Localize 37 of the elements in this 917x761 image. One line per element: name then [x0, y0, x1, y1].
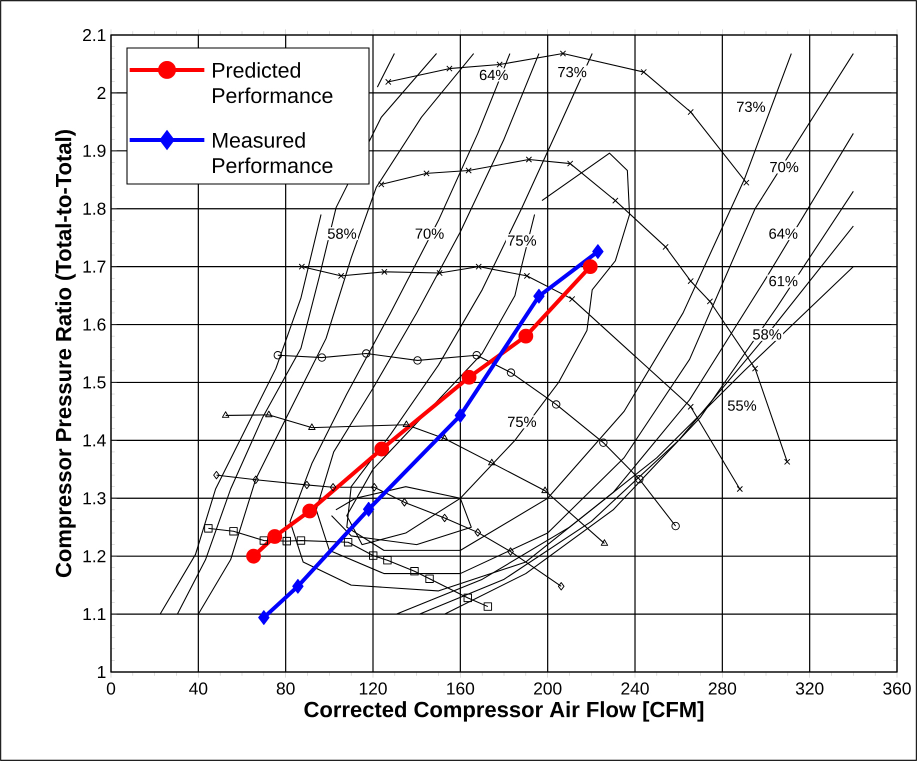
- legend-label: Measured Performance: [213, 132, 332, 174]
- y-tick-label: 1.9: [84, 144, 106, 157]
- x-tick-label: 0: [106, 682, 116, 695]
- y-tick-label: 1.8: [84, 202, 106, 215]
- y-tick-label: 1.2: [84, 550, 106, 562]
- y-tick-label: 1.4: [84, 434, 106, 446]
- annotation: 64%: [480, 70, 508, 80]
- y-tick-label: 1.7: [84, 260, 106, 273]
- annotation: 75%: [508, 235, 536, 246]
- annotation: 70%: [770, 162, 798, 172]
- y-axis-title: Compressor Pressure Ratio (Total-to-Total): [55, 130, 76, 578]
- x-tick-label: 160: [447, 682, 474, 695]
- x-tick-label: 40: [189, 682, 208, 695]
- annotation: 58%: [328, 228, 356, 239]
- annotation: 55%: [728, 400, 756, 411]
- y-tick-label: 1.5: [84, 376, 106, 388]
- x-tick-label: 360: [883, 682, 911, 695]
- x-axis-title: Corrected Compressor Air Flow [CFM]: [304, 701, 704, 722]
- x-tick-label: 200: [534, 682, 562, 695]
- y-tick-label: 2: [98, 86, 106, 99]
- legend-label: Predicted Performance: [213, 62, 332, 104]
- y-tick-label: 1.6: [84, 318, 106, 331]
- y-tick-label: 2.1: [83, 28, 106, 42]
- x-tick-label: 80: [276, 682, 295, 695]
- annotation: 70%: [416, 228, 444, 239]
- x-tick-label: 120: [360, 682, 387, 695]
- x-tick-label: 240: [621, 682, 649, 695]
- annotation: 73%: [558, 66, 586, 78]
- annotation: 75%: [508, 416, 536, 427]
- x-tick-label: 280: [708, 682, 736, 695]
- y-tick-label: 1.3: [84, 492, 106, 504]
- annotation: 61%: [769, 276, 798, 286]
- y-tick-label: 1: [98, 666, 106, 678]
- x-tick-label: 320: [796, 682, 824, 695]
- annotation: 73%: [737, 102, 766, 112]
- y-tick-label: 1.1: [84, 608, 106, 620]
- annotation: 64%: [769, 228, 798, 239]
